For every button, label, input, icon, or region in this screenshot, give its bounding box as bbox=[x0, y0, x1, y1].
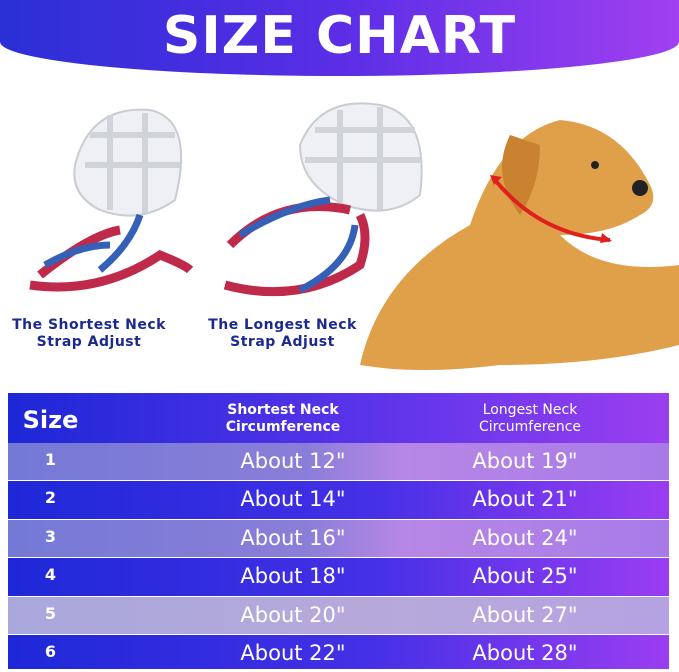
page-title: SIZE CHART bbox=[162, 6, 517, 66]
longest-cell: About 25" bbox=[472, 564, 578, 588]
table-row: 4 About 18" About 25" bbox=[8, 558, 669, 596]
shortest-cell: About 18" bbox=[240, 564, 346, 588]
header-size: Size bbox=[22, 406, 79, 434]
header-line: Circumference bbox=[225, 419, 341, 435]
product-images bbox=[29, 102, 679, 370]
title-banner bbox=[0, 0, 679, 76]
header-longest: Longest Neck Circumference bbox=[405, 402, 655, 436]
header-line: Circumference bbox=[478, 419, 582, 435]
shortest-cell: About 20" bbox=[240, 603, 346, 627]
table-header: Size Shortest Neck Circumference Longest … bbox=[8, 393, 669, 443]
longest-cell: About 24" bbox=[472, 526, 578, 550]
caption-line: Strap Adjust bbox=[36, 334, 142, 350]
table-row: 3 About 16" About 24" bbox=[8, 520, 669, 557]
size-cell: 5 bbox=[44, 604, 57, 623]
caption-shortest: The Shortest Neck Strap Adjust bbox=[0, 317, 178, 351]
header-line: Shortest Neck bbox=[227, 402, 339, 418]
size-cell: 3 bbox=[44, 527, 57, 546]
size-cell: 6 bbox=[44, 642, 57, 661]
caption-line: The Longest Neck bbox=[208, 317, 357, 333]
longest-cell: About 28" bbox=[472, 641, 578, 665]
golden-retriever-image bbox=[360, 120, 679, 370]
size-cell: 4 bbox=[44, 565, 57, 584]
shortest-cell: About 12" bbox=[240, 449, 346, 473]
size-table: Size Shortest Neck Circumference Longest … bbox=[8, 393, 669, 669]
table-row: 6 About 22" About 28" bbox=[8, 635, 669, 669]
muzzle-long-image bbox=[223, 102, 423, 297]
shortest-cell: About 16" bbox=[240, 526, 346, 550]
muzzle-short-image bbox=[29, 108, 194, 292]
size-cell: 1 bbox=[44, 450, 57, 469]
table-row: 2 About 14" About 21" bbox=[8, 481, 669, 519]
caption-line: Strap Adjust bbox=[230, 334, 335, 350]
table-row: 1 About 12" About 19" bbox=[8, 443, 669, 480]
table-row: 5 About 20" About 27" bbox=[8, 597, 669, 634]
longest-cell: About 19" bbox=[472, 449, 578, 473]
caption-longest: The Longest Neck Strap Adjust bbox=[195, 317, 370, 351]
caption-line: The Shortest Neck bbox=[12, 317, 166, 333]
shortest-cell: About 14" bbox=[240, 487, 346, 511]
shortest-cell: About 22" bbox=[240, 641, 346, 665]
neck-measure-arrow bbox=[493, 178, 611, 242]
size-cell: 2 bbox=[44, 488, 57, 507]
longest-cell: About 21" bbox=[472, 487, 578, 511]
header-shortest: Shortest Neck Circumference bbox=[163, 402, 403, 436]
header-line: Longest Neck bbox=[482, 402, 578, 418]
longest-cell: About 27" bbox=[472, 603, 578, 627]
